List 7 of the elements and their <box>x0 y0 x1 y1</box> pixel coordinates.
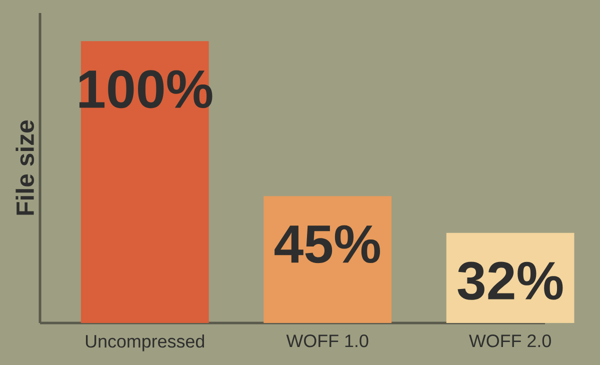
data-label: 45% <box>274 225 380 264</box>
x-tick-label: WOFF 2.0 <box>469 334 551 348</box>
y-axis-title: File size <box>16 120 34 215</box>
data-label: 100% <box>79 70 212 108</box>
data-label: 32% <box>458 262 563 300</box>
x-tick-label: WOFF 1.0 <box>286 334 368 348</box>
x-tick-label: Uncompressed <box>86 334 204 352</box>
